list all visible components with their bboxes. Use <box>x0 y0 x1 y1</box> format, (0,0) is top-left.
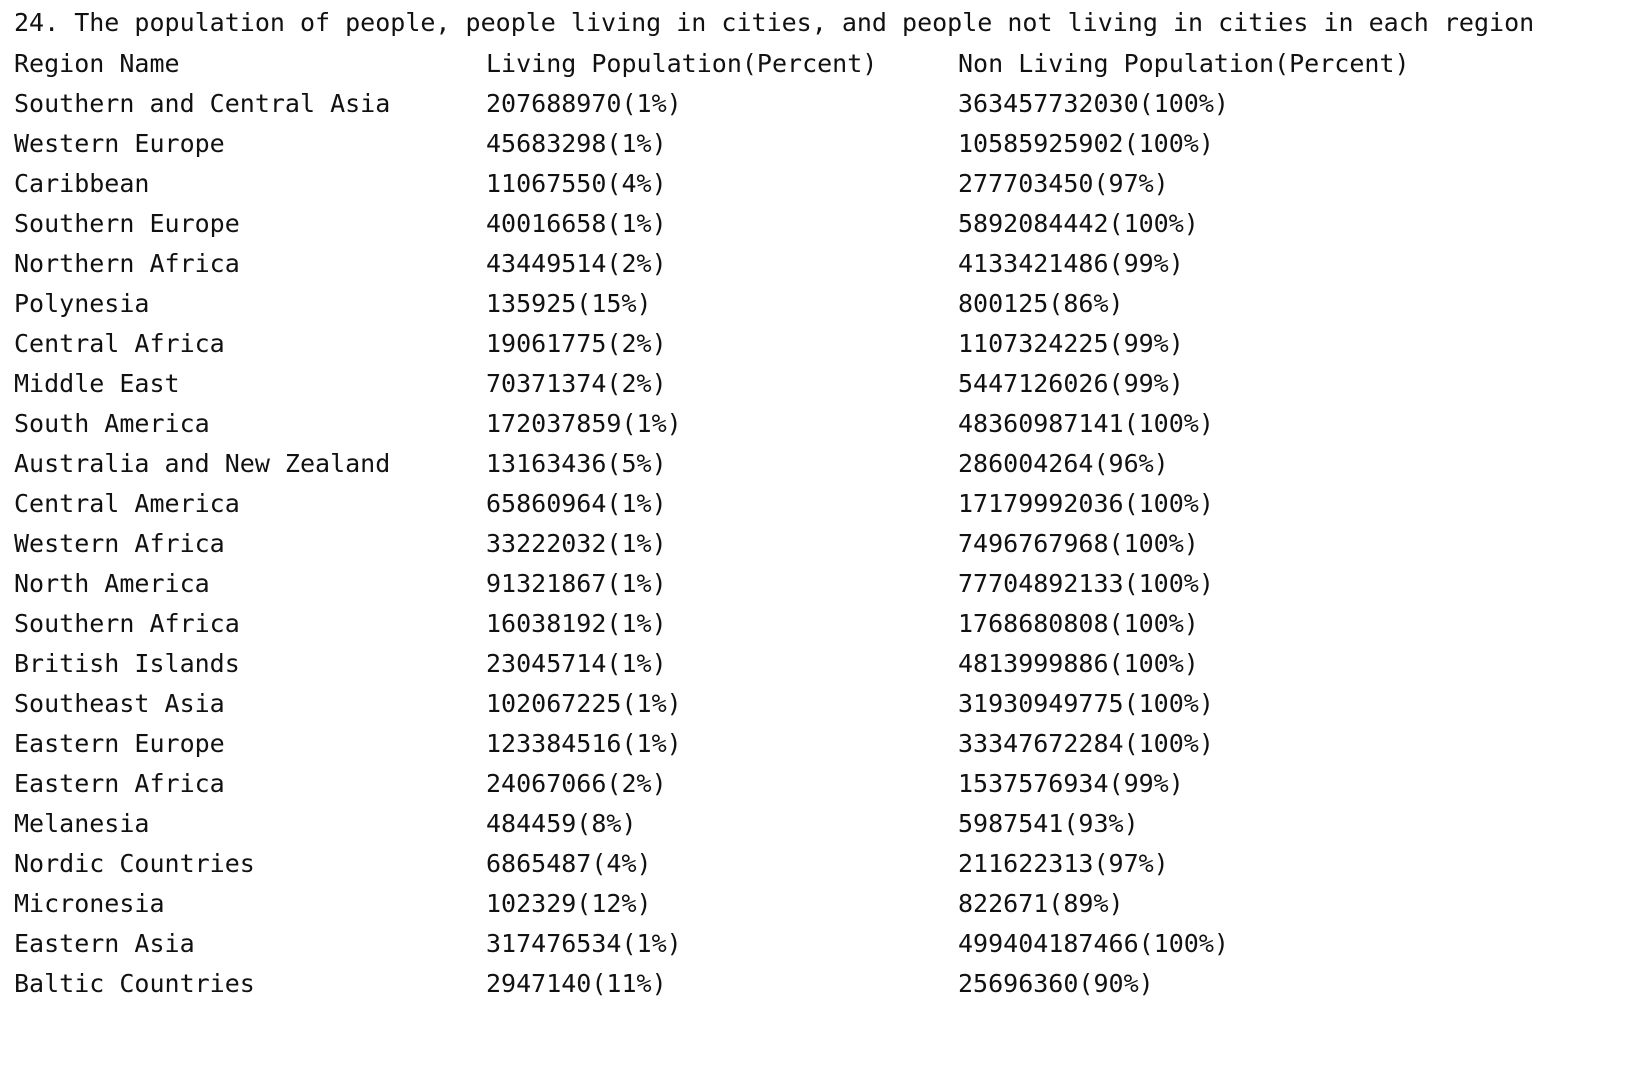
cell-living-population: 6865487(4%) <box>486 849 652 878</box>
cell-living-population: 19061775(2%) <box>486 329 667 358</box>
cell-living-population: 23045714(1%) <box>486 649 667 678</box>
cell-region-name: British Islands <box>14 649 240 678</box>
cell-non-living-population: 10585925902(100%) <box>958 129 1214 158</box>
cell-region-name: Central America <box>14 489 240 518</box>
cell-non-living-population: 25696360(90%) <box>958 969 1154 998</box>
cell-region-name: Micronesia <box>14 889 165 918</box>
table-row: Australia and New Zealand 13163436(5%) 286… <box>14 444 1634 484</box>
output-title: 24. The population of people, people liv… <box>14 8 1535 37</box>
table-row: Polynesia 135925(15%) 800125(86%) <box>14 284 1634 324</box>
cell-living-population: 2947140(11%) <box>486 969 667 998</box>
cell-region-name: Australia and New Zealand <box>14 449 391 478</box>
cell-non-living-population: 800125(86%) <box>958 289 1124 318</box>
cell-region-name: South America <box>14 409 210 438</box>
table-row: Western Europe 45683298(1%) 10585925902(10… <box>14 124 1634 164</box>
table-row: Eastern Africa 24067066(2%) 1537576934(99%… <box>14 764 1634 804</box>
table-row: Central Africa 19061775(2%) 1107324225(99%… <box>14 324 1634 364</box>
cell-non-living-population: 4813999886(100%) <box>958 649 1199 678</box>
cell-living-population: 65860964(1%) <box>486 489 667 518</box>
cell-living-population: 40016658(1%) <box>486 209 667 238</box>
cell-living-population: 45683298(1%) <box>486 129 667 158</box>
cell-non-living-population: 7496767968(100%) <box>958 529 1199 558</box>
cell-non-living-population: 33347672284(100%) <box>958 729 1214 758</box>
table-row: Eastern Asia 317476534(1%) 499404187466(10… <box>14 924 1634 964</box>
cell-region-name: Northern Africa <box>14 249 240 278</box>
cell-living-population: 13163436(5%) <box>486 449 667 478</box>
table-row: Northern Africa 43449514(2%) 4133421486(99… <box>14 244 1634 284</box>
cell-region-name: Baltic Countries <box>14 969 255 998</box>
terminal-output: 24. The population of people, people liv… <box>14 0 1634 1004</box>
table-row: South America 172037859(1%) 48360987141(10… <box>14 404 1634 444</box>
table-body: Southern and Central Asia 207688970(1%) 36… <box>14 84 1634 1004</box>
cell-region-name: Southern Europe <box>14 209 240 238</box>
cell-non-living-population: 5892084442(100%) <box>958 209 1199 238</box>
cell-non-living-population: 499404187466(100%) <box>958 929 1229 958</box>
cell-living-population: 123384516(1%) <box>486 729 682 758</box>
cell-region-name: Eastern Europe <box>14 729 225 758</box>
cell-region-name: Southern and Central Asia <box>14 89 391 118</box>
cell-living-population: 33222032(1%) <box>486 529 667 558</box>
table-row: Western Africa 33222032(1%) 7496767968(100… <box>14 524 1634 564</box>
cell-region-name: Western Europe <box>14 129 225 158</box>
cell-region-name: Eastern Africa <box>14 769 225 798</box>
cell-living-population: 102329(12%) <box>486 889 652 918</box>
cell-non-living-population: 363457732030(100%) <box>958 89 1229 118</box>
cell-region-name: North America <box>14 569 210 598</box>
cell-region-name: Western Africa <box>14 529 225 558</box>
cell-living-population: 91321867(1%) <box>486 569 667 598</box>
cell-non-living-population: 1107324225(99%) <box>958 329 1184 358</box>
table-row: Southern Europe 40016658(1%) 5892084442(10… <box>14 204 1634 244</box>
cell-non-living-population: 5447126026(99%) <box>958 369 1184 398</box>
cell-living-population: 207688970(1%) <box>486 89 682 118</box>
cell-non-living-population: 1768680808(100%) <box>958 609 1199 638</box>
table-row: Eastern Europe 123384516(1%) 33347672284(1… <box>14 724 1634 764</box>
cell-region-name: Nordic Countries <box>14 849 255 878</box>
cell-non-living-population: 211622313(97%) <box>958 849 1169 878</box>
cell-non-living-population: 31930949775(100%) <box>958 689 1214 718</box>
cell-living-population: 102067225(1%) <box>486 689 682 718</box>
cell-region-name: Caribbean <box>14 169 150 198</box>
cell-region-name: Eastern Asia <box>14 929 195 958</box>
cell-region-name: Southeast Asia <box>14 689 225 718</box>
cell-non-living-population: 822671(89%) <box>958 889 1124 918</box>
table-row: Nordic Countries 6865487(4%) 211622313(97%… <box>14 844 1634 884</box>
cell-region-name: Southern Africa <box>14 609 240 638</box>
cell-region-name: Melanesia <box>14 809 150 838</box>
cell-living-population: 70371374(2%) <box>486 369 667 398</box>
cell-living-population: 24067066(2%) <box>486 769 667 798</box>
table-row: Southern and Central Asia 207688970(1%) 36… <box>14 84 1634 124</box>
table-row: Southeast Asia 102067225(1%) 31930949775(1… <box>14 684 1634 724</box>
table-row: Caribbean 11067550(4%) 277703450(97%) <box>14 164 1634 204</box>
cell-non-living-population: 277703450(97%) <box>958 169 1169 198</box>
header-non-living-population: Non Living Population(Percent) <box>958 49 1410 78</box>
cell-living-population: 11067550(4%) <box>486 169 667 198</box>
cell-living-population: 172037859(1%) <box>486 409 682 438</box>
cell-non-living-population: 286004264(96%) <box>958 449 1169 478</box>
cell-non-living-population: 77704892133(100%) <box>958 569 1214 598</box>
header-region-name: Region Name <box>14 49 180 78</box>
cell-region-name: Central Africa <box>14 329 225 358</box>
cell-non-living-population: 17179992036(100%) <box>958 489 1214 518</box>
table-row: Melanesia 484459(8%) 5987541(93%) <box>14 804 1634 844</box>
table-row: Micronesia 102329(12%) 822671(89%) <box>14 884 1634 924</box>
cell-living-population: 43449514(2%) <box>486 249 667 278</box>
table-row: British Islands 23045714(1%) 4813999886(10… <box>14 644 1634 684</box>
cell-living-population: 484459(8%) <box>486 809 637 838</box>
table-row: North America 91321867(1%) 77704892133(100… <box>14 564 1634 604</box>
cell-region-name: Polynesia <box>14 289 150 318</box>
cell-region-name: Middle East <box>14 369 180 398</box>
cell-living-population: 317476534(1%) <box>486 929 682 958</box>
cell-non-living-population: 48360987141(100%) <box>958 409 1214 438</box>
cell-non-living-population: 5987541(93%) <box>958 809 1139 838</box>
table-row: Middle East 70371374(2%) 5447126026(99%) <box>14 364 1634 404</box>
table-row: Central America 65860964(1%) 17179992036(1… <box>14 484 1634 524</box>
cell-non-living-population: 4133421486(99%) <box>958 249 1184 278</box>
header-living-population: Living Population(Percent) <box>486 49 878 78</box>
cell-non-living-population: 1537576934(99%) <box>958 769 1184 798</box>
table-row: Baltic Countries 2947140(11%) 25696360(90%… <box>14 964 1634 1004</box>
cell-living-population: 135925(15%) <box>486 289 652 318</box>
table-row: Southern Africa 16038192(1%) 1768680808(10… <box>14 604 1634 644</box>
cell-living-population: 16038192(1%) <box>486 609 667 638</box>
table-header: Region Name Living Population(Percent) N… <box>14 44 1634 84</box>
